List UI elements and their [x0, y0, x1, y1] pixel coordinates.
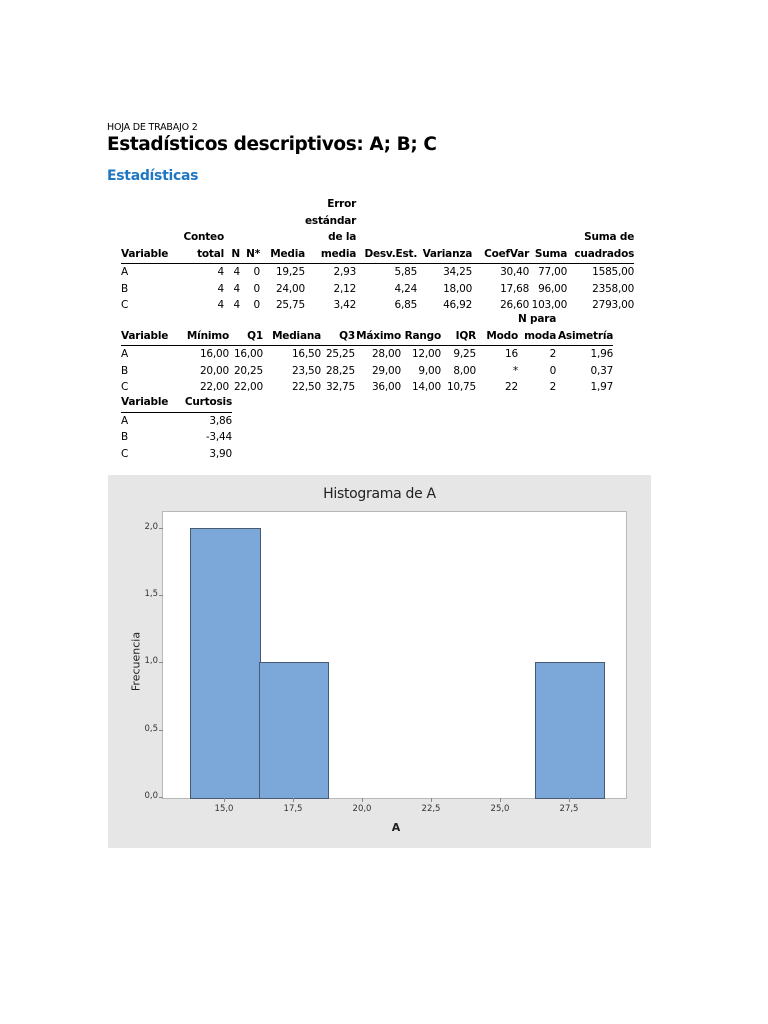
col-modo: Modo	[476, 311, 518, 346]
col-nstar: N*	[240, 196, 260, 264]
histogram-bar	[535, 662, 605, 799]
table-row: C 22,00 22,00 22,50 32,75 36,00 14,00 10…	[121, 381, 614, 393]
table-row: A 3,86	[121, 414, 232, 427]
y-tick-label: 2,0	[144, 522, 158, 532]
y-tick-mark	[159, 595, 163, 596]
worksheet-label: HOJA DE TRABAJO 2	[107, 122, 198, 133]
col-conteo-total: Conteo total	[176, 196, 224, 264]
col-variable: Variable	[121, 196, 176, 264]
table-header-row: Variable Mínimo Q1 Mediana Q3 Máximo Ran…	[121, 311, 613, 346]
col-curtosis: Curtosis	[176, 394, 232, 413]
col-q1: Q1	[229, 311, 263, 346]
plot-area	[162, 511, 627, 799]
col-media: Media	[260, 196, 305, 264]
col-rango: Rango	[401, 311, 441, 346]
x-tick-mark	[431, 798, 432, 802]
col-error-estandar: Error estándar de la media	[305, 196, 356, 264]
col-asimetria: Asimetría	[556, 311, 613, 346]
x-tick-label: 17,5	[283, 804, 303, 814]
col-minimo: Mínimo	[176, 311, 229, 346]
col-n-para-moda: N para moda	[518, 311, 556, 346]
col-n: N	[224, 196, 240, 264]
y-tick-label: 0,5	[144, 724, 158, 734]
stats-table-3: Variable Curtosis A 3,86 B -3,44 C 3,90	[121, 394, 232, 462]
stats-table-2: Variable Mínimo Q1 Mediana Q3 Máximo Ran…	[121, 311, 613, 396]
y-tick-label: 1,5	[144, 589, 158, 599]
col-desv-est: Desv.Est.	[356, 196, 417, 264]
y-tick-mark	[159, 528, 163, 529]
y-tick-mark	[159, 730, 163, 731]
table-header-row: Variable Conteo total N N* Media Error est…	[121, 196, 634, 264]
histogram-chart: Histograma de A 2,0 1,5 1,0 0,5 0,0 Frec…	[108, 475, 651, 848]
chart-title: Histograma de A	[323, 486, 436, 502]
histogram-bar	[190, 528, 261, 799]
col-iqr: IQR	[441, 311, 476, 346]
page-title: Estadísticos descriptivos: A; B; C	[107, 134, 437, 155]
y-tick-mark	[159, 797, 163, 798]
col-mediana: Mediana	[263, 311, 321, 346]
x-tick-label: 15,0	[214, 804, 234, 814]
y-tick-label: 1,0	[144, 656, 158, 666]
x-tick-mark	[500, 798, 501, 802]
col-maximo: Máximo	[355, 311, 401, 346]
col-variable: Variable	[121, 394, 176, 413]
table-row: C 3,90	[121, 447, 232, 460]
stats-table-1: Variable Conteo total N N* Media Error est…	[121, 196, 634, 314]
x-tick-label: 20,0	[352, 804, 372, 814]
table-row: B 4 4 0 24,00 2,12 4,24 18,00 17,68 96,0…	[121, 282, 635, 295]
col-varianza: Varianza	[417, 196, 472, 264]
table-row: B 20,00 20,25 23,50 28,25 29,00 9,00 8,0…	[121, 364, 614, 377]
col-variable: Variable	[121, 311, 176, 346]
table-row: C 4 4 0 25,75 3,42 6,85 46,92 26,60 103,…	[121, 299, 635, 311]
y-axis-label: Frecuencia	[129, 631, 143, 692]
section-heading: Estadísticas	[107, 168, 199, 184]
histogram-bar	[259, 662, 329, 799]
table-row: A 16,00 16,00 16,50 25,25 28,00 12,00 9,…	[121, 348, 614, 360]
table-header-row: Variable Curtosis	[121, 394, 232, 413]
x-tick-mark	[362, 798, 363, 802]
col-suma: Suma	[529, 196, 567, 264]
x-tick-mark	[293, 798, 294, 802]
col-q3: Q3	[321, 311, 355, 346]
table-row: B -3,44	[121, 431, 232, 443]
col-coefvar: CoefVar	[472, 196, 529, 264]
table-row: A 4 4 0 19,25 2,93 5,85 34,25 30,40 77,0…	[121, 266, 635, 278]
x-tick-label: 27,5	[559, 804, 579, 814]
y-tick-mark	[159, 662, 163, 663]
y-tick-label: 0,0	[144, 791, 158, 801]
x-tick-mark	[224, 798, 225, 802]
x-axis-label: A	[391, 821, 401, 834]
col-suma-cuadrados: Suma de cuadrados	[567, 196, 634, 264]
x-tick-label: 22,5	[421, 804, 441, 814]
x-tick-mark	[569, 798, 570, 802]
x-tick-label: 25,0	[490, 804, 510, 814]
